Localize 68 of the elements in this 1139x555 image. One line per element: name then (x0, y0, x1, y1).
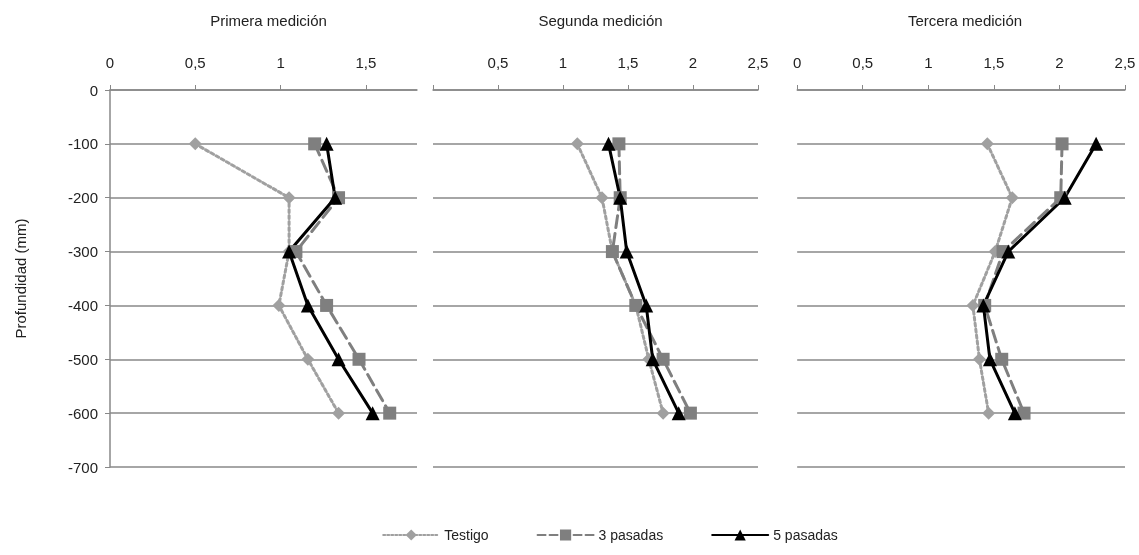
point (308, 137, 322, 151)
point (319, 136, 334, 151)
x-tick-label: 2 (688, 54, 698, 71)
y-tick-label: -100 (67, 135, 98, 153)
y-tick-label: -200 (67, 189, 98, 207)
x-tick-label: 2,5 (1114, 54, 1136, 71)
point (570, 137, 584, 151)
y-tick-label: -300 (67, 243, 98, 261)
x-tick-label: 1,5 (355, 54, 377, 71)
point (282, 191, 296, 205)
x-tick-label: 0,5 (184, 54, 206, 71)
point (383, 406, 397, 420)
point (365, 406, 380, 421)
x-tick-label: 1 (924, 54, 933, 71)
y-tick-label: -600 (67, 404, 98, 422)
y-tick-label: 0 (89, 81, 98, 99)
point (1007, 406, 1022, 421)
legend-label: 5 pasadas (773, 527, 838, 543)
chart-title: Primera medición (210, 12, 327, 29)
point (982, 352, 997, 367)
x-tick-label: 2,5 (747, 54, 769, 71)
y-tick-label: -500 (67, 350, 98, 368)
x-tick-label: 0,5 (852, 54, 874, 71)
point (595, 191, 609, 205)
point (1055, 137, 1069, 151)
point (995, 352, 1009, 366)
point (683, 406, 697, 420)
x-tick-label: 1,5 (617, 54, 639, 71)
point (300, 298, 315, 313)
point (671, 406, 686, 421)
x-tick-label: 1 (558, 54, 568, 71)
point (966, 298, 980, 312)
x-tick-label: 1,5 (983, 54, 1005, 71)
point (1017, 406, 1031, 420)
point (188, 137, 202, 151)
x-tick-label: 0,5 (487, 54, 509, 71)
point (272, 298, 286, 312)
point (645, 352, 660, 367)
point (328, 190, 343, 205)
point (980, 137, 994, 151)
x-tick-label: 2 (1055, 54, 1064, 71)
y-axis-title: Profundidad (mm) (12, 218, 29, 339)
x-tick-label: 0 (105, 54, 115, 71)
legend-label: 3 pasadas (598, 527, 664, 543)
point (1057, 190, 1072, 205)
point (301, 352, 315, 366)
point (1005, 191, 1019, 205)
x-tick-label: 0 (793, 54, 802, 71)
y-tick-label: -700 (67, 458, 98, 476)
point (656, 406, 670, 420)
legend-label: Testigo (444, 527, 489, 543)
point (656, 352, 670, 366)
point (352, 352, 366, 366)
point (639, 298, 654, 313)
point (982, 406, 996, 420)
point (601, 136, 616, 151)
chart-title: Segunda medición (538, 12, 663, 29)
point (332, 406, 346, 420)
point (619, 244, 634, 259)
point (320, 298, 334, 312)
x-tick-label: 1 (276, 54, 285, 71)
point (331, 352, 346, 367)
point (1089, 136, 1104, 151)
chart-title: Tercera medición (907, 12, 1023, 29)
point (972, 352, 986, 366)
point (612, 137, 626, 151)
point (1001, 244, 1016, 259)
y-tick-label: -400 (67, 296, 98, 314)
